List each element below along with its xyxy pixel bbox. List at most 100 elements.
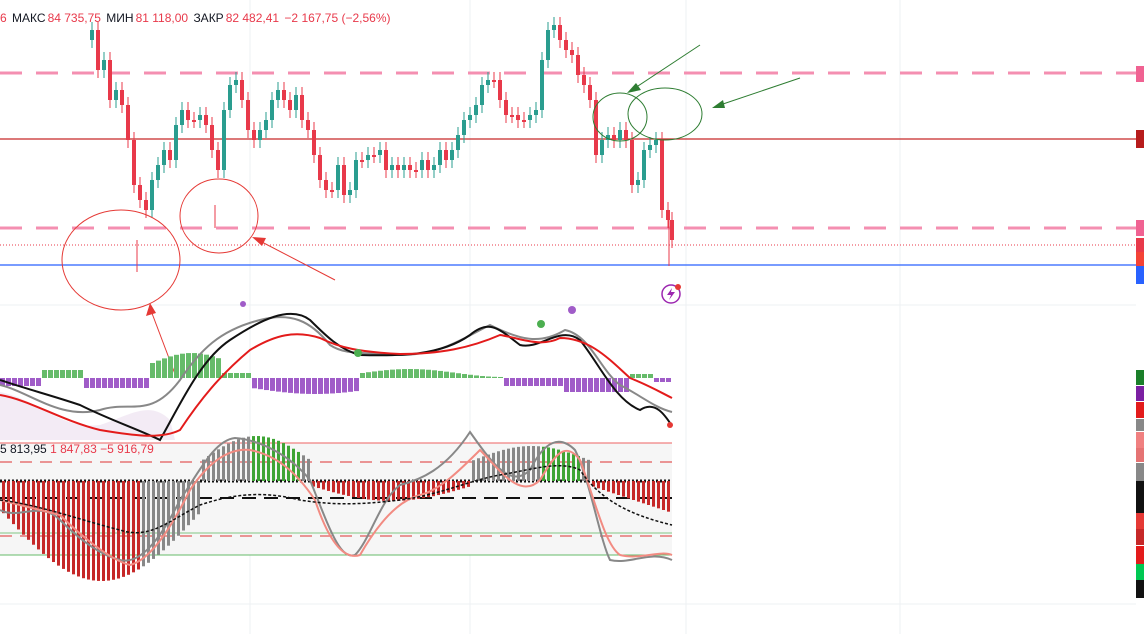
histogram-bar bbox=[547, 447, 550, 481]
histogram-bar bbox=[502, 449, 505, 481]
candle-body bbox=[456, 135, 460, 150]
histogram-bar bbox=[606, 378, 611, 392]
histogram-bar bbox=[477, 458, 480, 481]
histogram-bar bbox=[318, 378, 323, 394]
histogram-bar bbox=[357, 481, 360, 498]
scale-marker bbox=[1136, 130, 1144, 148]
histogram-bar bbox=[112, 481, 115, 580]
legend-prefix: 6 bbox=[0, 11, 7, 25]
histogram-bar bbox=[138, 378, 143, 388]
histogram-bar bbox=[397, 481, 400, 501]
candle-body bbox=[630, 140, 634, 185]
lightning-event-icon[interactable] bbox=[661, 284, 681, 304]
annotation-arrow-red bbox=[257, 239, 336, 281]
histogram-bar bbox=[354, 378, 359, 392]
histogram-bar bbox=[90, 378, 95, 388]
oscillator-lines bbox=[0, 430, 673, 567]
candle-body bbox=[354, 160, 358, 190]
histogram-bar bbox=[647, 481, 650, 505]
candle-body bbox=[246, 100, 250, 130]
candle-body bbox=[228, 85, 232, 110]
histogram-bar bbox=[242, 437, 245, 481]
histogram-bar bbox=[42, 481, 45, 554]
histogram-bar bbox=[642, 374, 647, 378]
histogram-bar bbox=[654, 378, 659, 382]
histogram-bar bbox=[92, 481, 95, 581]
candle-body bbox=[468, 115, 472, 120]
histogram-bar bbox=[234, 373, 239, 378]
candle-body bbox=[138, 185, 142, 200]
histogram-bar bbox=[156, 360, 161, 378]
histogram-bar bbox=[480, 376, 485, 378]
candle-body bbox=[330, 190, 334, 192]
annotation-circle-green bbox=[627, 87, 703, 141]
scale-marker bbox=[1136, 238, 1144, 252]
histogram-bar bbox=[258, 378, 263, 390]
candle-body bbox=[546, 30, 550, 60]
histogram-bar bbox=[324, 378, 329, 394]
candle-body bbox=[300, 95, 304, 120]
histogram-bar bbox=[546, 378, 551, 386]
histogram-bar bbox=[84, 378, 89, 388]
histogram-bar bbox=[662, 481, 665, 510]
histogram-bar bbox=[227, 443, 230, 481]
histogram-bar bbox=[602, 481, 605, 490]
histogram-bar bbox=[462, 374, 467, 378]
price-legend: 6 МАКС 84 735,75 МИН 81 118,00 ЗАКР 82 482,… bbox=[0, 11, 393, 25]
candle-body bbox=[474, 105, 478, 115]
candle-body bbox=[312, 130, 316, 155]
candle-body bbox=[192, 120, 196, 122]
histogram-bar bbox=[22, 481, 25, 535]
candle-body bbox=[348, 190, 352, 195]
histogram-bar bbox=[377, 481, 380, 501]
histogram-bar bbox=[622, 481, 625, 497]
histogram-bar bbox=[467, 481, 470, 487]
candle-body bbox=[486, 80, 490, 85]
histogram-bar bbox=[522, 446, 525, 481]
histogram-bar bbox=[292, 448, 295, 481]
candle-body bbox=[372, 155, 376, 157]
macd-dots bbox=[240, 301, 673, 428]
low-value: 81 118,00 bbox=[135, 11, 189, 25]
candle-body bbox=[396, 165, 400, 170]
low-label: МИН bbox=[106, 11, 134, 25]
scale-marker bbox=[1136, 580, 1144, 598]
histogram-bar bbox=[12, 378, 17, 386]
histogram-bar bbox=[360, 373, 365, 378]
histogram-bar bbox=[384, 370, 389, 378]
annotation-circle-red bbox=[179, 178, 259, 254]
histogram-bar bbox=[37, 481, 40, 550]
candle-body bbox=[264, 120, 268, 130]
histogram-bar bbox=[240, 373, 245, 378]
candle-body bbox=[618, 130, 622, 140]
histogram-bar bbox=[312, 481, 315, 487]
candle-body bbox=[522, 120, 526, 122]
histogram-bar bbox=[657, 481, 660, 509]
histogram-bar bbox=[540, 378, 545, 386]
candle-body bbox=[336, 165, 340, 190]
scale-marker bbox=[1136, 252, 1144, 266]
candle-body bbox=[366, 155, 370, 160]
histogram-bar bbox=[142, 481, 145, 567]
histogram-bar bbox=[336, 378, 341, 394]
candle-body bbox=[516, 115, 520, 120]
candle-body bbox=[258, 130, 262, 140]
histogram-bar bbox=[362, 481, 365, 499]
histogram-bar bbox=[177, 481, 180, 536]
histogram-bar bbox=[262, 436, 265, 481]
histogram-bar bbox=[282, 443, 285, 481]
osc-value-2: 1 847,83 bbox=[50, 442, 97, 456]
candle-body bbox=[132, 140, 136, 185]
histogram-bar bbox=[510, 378, 515, 386]
histogram-bar bbox=[447, 481, 450, 493]
candle-body bbox=[462, 120, 466, 135]
histogram-bar bbox=[107, 481, 110, 581]
candle-body bbox=[600, 140, 604, 155]
histogram-bar bbox=[438, 370, 443, 378]
histogram-bar bbox=[382, 481, 385, 501]
high-label: МАКС bbox=[12, 11, 46, 25]
histogram-bar bbox=[0, 378, 5, 386]
histogram-bar bbox=[492, 452, 495, 481]
